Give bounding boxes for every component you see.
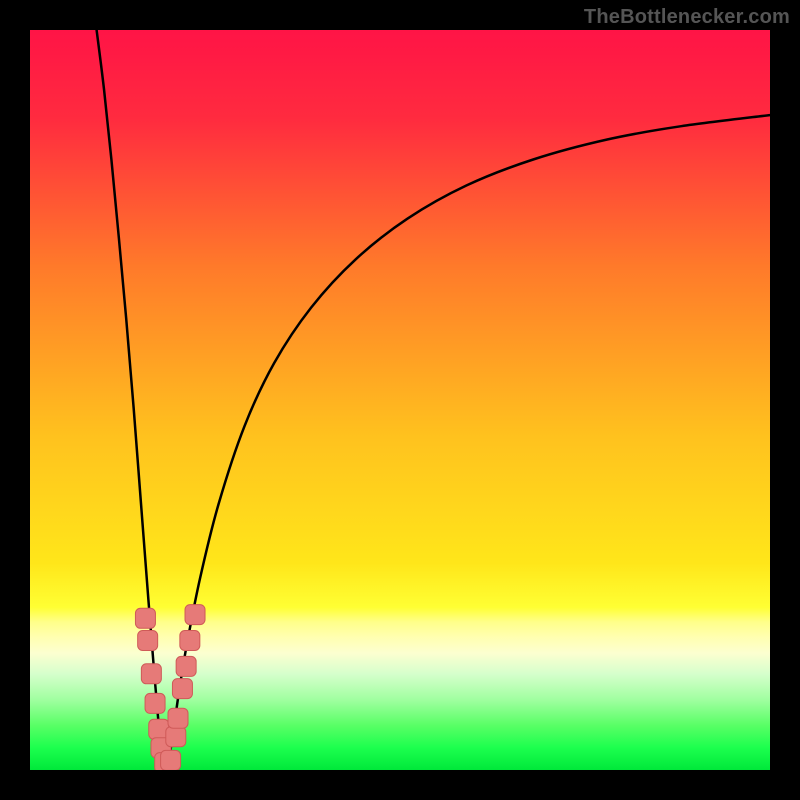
bottleneck-curve-chart — [0, 0, 800, 800]
chart-marker — [168, 708, 188, 728]
gradient-background — [30, 30, 770, 770]
chart-marker — [161, 750, 181, 770]
chart-marker — [138, 631, 158, 651]
chart-canvas: TheBottlenecker.com — [0, 0, 800, 800]
chart-marker — [135, 608, 155, 628]
chart-marker — [145, 693, 165, 713]
chart-marker — [166, 727, 186, 747]
chart-marker — [180, 631, 200, 651]
watermark-text: TheBottlenecker.com — [584, 6, 790, 29]
chart-marker — [172, 679, 192, 699]
chart-marker — [176, 656, 196, 676]
chart-marker — [141, 664, 161, 684]
chart-marker — [185, 605, 205, 625]
